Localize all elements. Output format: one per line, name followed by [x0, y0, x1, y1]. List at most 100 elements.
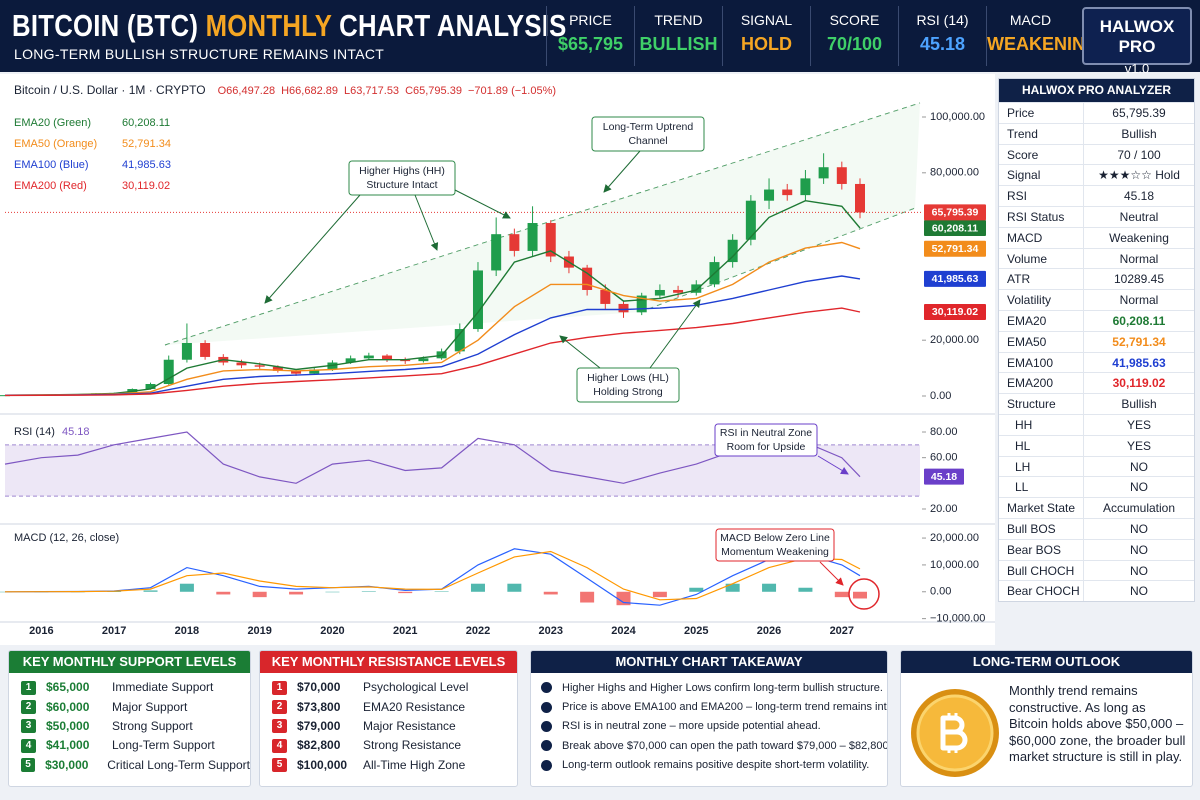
analyzer-value: Bullish: [1121, 126, 1157, 141]
annotation-arrow: [649, 299, 701, 369]
value-tag-label: 52,791.34: [932, 243, 979, 255]
level-price: $60,000: [46, 699, 90, 714]
candle-body: [363, 355, 374, 359]
bullet: [541, 740, 552, 752]
macd-title: MACD (12, 26, close): [14, 532, 119, 544]
candle-body: [636, 295, 647, 313]
subtitle: LONG-TERM BULLISH STRUCTURE REMAINS INTA…: [14, 46, 385, 62]
value-tag-label: 30,119.02: [932, 306, 978, 318]
title-highlight: MONTHLY: [205, 8, 332, 43]
stat-label: MACD: [1009, 12, 1052, 28]
level-row: 2 $73,800 EMA20 Resistance: [260, 697, 517, 716]
outlook-panel: LONG-TERM OUTLOOK Monthly trend remains …: [900, 650, 1193, 787]
title-start: BITCOIN (BTC): [12, 8, 199, 43]
candle-body: [272, 366, 283, 371]
candle-body: [454, 329, 465, 352]
analyzer-label: Score: [999, 144, 1084, 165]
level-row: 3 $50,000 Strong Support: [9, 717, 250, 736]
annotation-text: Long-Term Uptrend: [603, 121, 694, 133]
level-number: 4: [272, 738, 287, 753]
candle-body: [582, 267, 593, 290]
macd-histogram-bar: [798, 587, 813, 592]
analyzer-value: 52,791.34: [1112, 334, 1166, 349]
analyzer-value: 45.18: [1123, 189, 1155, 204]
macd-histogram-bar: [616, 591, 631, 606]
macd-histogram-bar: [689, 587, 704, 592]
legend-value: 30,119.02: [122, 180, 170, 192]
legend-name: EMA100 (Blue): [14, 159, 89, 171]
signal-line: [4, 550, 861, 601]
candle-body: [545, 223, 556, 257]
candle-body: [673, 289, 684, 293]
candle-body: [327, 362, 338, 370]
analyzer-label: Price: [999, 103, 1084, 123]
analyzer-label: Trend: [999, 123, 1084, 144]
analyzer-row: Signal ★★★☆☆ Hold: [999, 164, 1194, 186]
level-description: Long-Term Support: [112, 738, 215, 753]
level-description: Critical Long-Term Support: [107, 757, 250, 772]
stat: MACD WEAKENING: [986, 6, 1099, 66]
level-number: 1: [272, 680, 287, 695]
takeaway-item: RSI is in neutral zone – more upside pot…: [531, 717, 887, 736]
stat: SCORE 70/100: [810, 6, 898, 66]
analyzer-value: Normal: [1119, 293, 1159, 308]
annotation-box: [591, 116, 705, 152]
stat: SIGNAL HOLD: [722, 6, 810, 66]
analyzer: HALWOX PRO ANALYZER Price 65,795.39 Trend Bu…: [998, 78, 1195, 603]
candle-body: [818, 167, 829, 179]
annotation-arrow: [559, 335, 601, 369]
annotation-arrow: [264, 194, 361, 304]
level-row: 5 $100,000 All-Time High Zone: [260, 756, 517, 775]
title: BITCOIN (BTC) MONTHLY CHART ANALYSIS: [12, 8, 567, 44]
value-tag-label: 41,985.63: [932, 273, 979, 285]
analyzer-value: Neutral: [1119, 209, 1159, 224]
analyzer-value: Bullish: [1121, 397, 1157, 412]
takeaway-item: Break above $70,000 can open the path to…: [531, 736, 887, 755]
level-row: 2 $60,000 Major Support: [9, 697, 250, 716]
candle-body: [527, 223, 538, 251]
level-list: 1 $70,000 Psychological Level 2 $73,800 EMA20…: [260, 673, 517, 775]
analyzer-value: 41,985.63: [1112, 355, 1166, 370]
candle-body: [236, 362, 247, 366]
candle-body: [782, 189, 793, 196]
y-tick-label: 80.00: [930, 426, 958, 438]
level-price: $82,800: [297, 738, 341, 753]
analyzer-label: HL: [999, 435, 1084, 456]
analyzer-title: HALWOX PRO ANALYZER: [999, 79, 1194, 102]
takeaway-item: Long-term outlook remains positive despi…: [531, 756, 887, 775]
candle-body: [0, 395, 10, 397]
analyzer-row: EMA50 52,791.34: [999, 330, 1194, 352]
takeaway-panel: MONTHLY CHART TAKEAWAY Higher Highs and H…: [530, 650, 888, 787]
annotation-text: Momentum Weakening: [721, 546, 829, 558]
level-description: Major Support: [112, 699, 188, 714]
chart: 0.00 20,000.00 80,000.00 100,000.00 2016 2017…: [0, 74, 995, 645]
analyzer-value: Normal: [1119, 251, 1159, 266]
analyzer-row: Bull CHOCH NO: [999, 559, 1194, 581]
candle-body: [291, 370, 302, 374]
analyzer-value: NO: [1130, 480, 1148, 495]
stat-value: WEAKENING: [987, 34, 1099, 54]
annotation-arrow: [819, 561, 844, 586]
y-tick-label: 20,000.00: [930, 532, 979, 544]
title-end: CHART ANALYSIS: [339, 8, 567, 43]
stat-label: RSI (14): [916, 12, 969, 28]
value-tag-label: 65,795.39: [932, 207, 979, 219]
annotation-box: [348, 160, 456, 196]
resistance-title: KEY MONTHLY RESISTANCE LEVELS: [260, 651, 517, 673]
analyzer-value: NO: [1130, 521, 1148, 536]
macd-histogram-bar: [143, 590, 158, 592]
resistance-panel: KEY MONTHLY RESISTANCE LEVELS 1 $70,000 Psy…: [259, 650, 518, 787]
candle-body: [800, 178, 811, 196]
candle-body: [309, 369, 320, 374]
candle-body: [400, 359, 411, 362]
stat: PRICE $65,795: [546, 6, 634, 66]
analyzer-row: Bear CHOCH NO: [999, 580, 1194, 602]
ohlc-label: −701.89 (−1.05%): [468, 85, 556, 97]
value-tag: [924, 468, 964, 485]
support-title: KEY MONTHLY SUPPORT LEVELS: [9, 651, 250, 673]
rsi-title: RSI (14): [14, 426, 55, 438]
analyzer-label: MACD: [999, 227, 1084, 248]
analyzer-label: EMA100: [999, 352, 1084, 373]
analyzer-row: LH NO: [999, 455, 1194, 477]
x-tick-label: 2027: [830, 625, 854, 637]
